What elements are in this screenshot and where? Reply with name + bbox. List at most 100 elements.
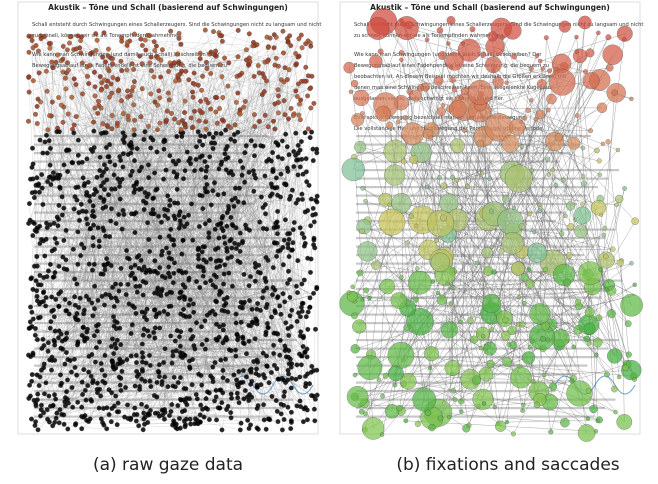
gaze-point [99, 88, 104, 93]
gaze-point [29, 417, 34, 422]
fixation [500, 36, 504, 40]
gaze-point [165, 194, 170, 199]
gaze-point [37, 190, 42, 195]
gaze-point [191, 302, 196, 307]
gaze-point [168, 227, 173, 232]
gaze-point [240, 306, 245, 311]
gaze-point [209, 141, 214, 146]
gaze-point [110, 127, 115, 132]
fixation [607, 349, 622, 364]
gaze-point [194, 279, 199, 284]
gaze-point [152, 39, 157, 44]
gaze-point [92, 333, 97, 338]
fixation [429, 136, 433, 140]
gaze-point [84, 217, 89, 222]
gaze-point [221, 228, 226, 233]
gaze-point [238, 112, 243, 117]
gaze-point [92, 129, 97, 134]
gaze-point [164, 118, 169, 123]
gaze-point [122, 212, 127, 217]
gaze-point [46, 349, 51, 354]
gaze-point [121, 208, 126, 213]
gaze-point [250, 307, 255, 312]
gaze-point [89, 374, 94, 379]
gaze-point [169, 111, 174, 116]
gaze-point [177, 213, 182, 218]
gaze-point [274, 140, 279, 145]
gaze-point [28, 177, 33, 182]
gaze-point [256, 63, 261, 68]
gaze-point [193, 82, 198, 87]
fixation [372, 261, 381, 270]
gaze-point [38, 241, 43, 246]
gaze-point [76, 262, 81, 267]
fixation [551, 168, 555, 172]
gaze-point [271, 119, 276, 124]
gaze-point [232, 204, 237, 209]
gaze-point [72, 77, 77, 82]
gaze-point [90, 268, 95, 273]
fixation [543, 267, 548, 272]
fixation [549, 69, 575, 95]
gaze-point [184, 396, 189, 401]
gaze-point [230, 284, 235, 289]
gaze-point [273, 186, 278, 191]
gaze-point [85, 330, 90, 335]
gaze-point [289, 386, 294, 391]
gaze-point [80, 92, 85, 97]
gaze-point [177, 334, 182, 339]
gaze-point [207, 132, 212, 137]
gaze-point [139, 114, 144, 119]
fixation [450, 139, 464, 153]
gaze-point [73, 365, 78, 370]
gaze-point [239, 300, 244, 305]
gaze-point [221, 328, 226, 333]
gaze-point [200, 342, 205, 347]
gaze-point [75, 282, 80, 287]
gaze-point [300, 192, 305, 197]
gaze-point [142, 327, 147, 332]
gaze-point [117, 289, 122, 294]
gaze-point [161, 177, 166, 182]
fixation [541, 67, 545, 71]
gaze-point [182, 295, 187, 300]
gaze-point [240, 173, 245, 178]
gaze-point [159, 220, 164, 225]
gaze-point [190, 90, 195, 95]
gaze-point [303, 350, 308, 355]
fixation [560, 418, 569, 427]
gaze-point [207, 218, 212, 223]
gaze-point [252, 112, 257, 117]
gaze-point [184, 314, 189, 319]
gaze-point [197, 119, 202, 124]
gaze-point [109, 263, 114, 268]
fixation [446, 42, 450, 46]
fixation [399, 275, 403, 279]
gaze-point [282, 238, 287, 243]
gaze-point [199, 325, 204, 330]
gaze-point [63, 76, 68, 81]
gaze-point [208, 107, 213, 112]
gaze-point [155, 150, 160, 155]
gaze-point [148, 379, 153, 384]
fixation [351, 344, 360, 353]
gaze-point [212, 273, 217, 278]
gaze-point [164, 168, 169, 173]
gaze-point [49, 319, 54, 324]
fixation [519, 223, 525, 229]
gaze-point [163, 214, 168, 219]
gaze-point [78, 296, 83, 301]
gaze-point [28, 394, 33, 399]
gaze-point [28, 354, 33, 359]
gaze-point [62, 163, 67, 168]
gaze-point [263, 212, 268, 217]
gaze-point [159, 253, 164, 258]
fixation [399, 50, 404, 55]
gaze-point [211, 146, 216, 151]
gaze-point [234, 312, 239, 317]
gaze-point [135, 412, 140, 417]
gaze-point [253, 279, 258, 284]
fixation [597, 103, 607, 113]
gaze-point [293, 153, 298, 158]
gaze-point [85, 157, 90, 162]
